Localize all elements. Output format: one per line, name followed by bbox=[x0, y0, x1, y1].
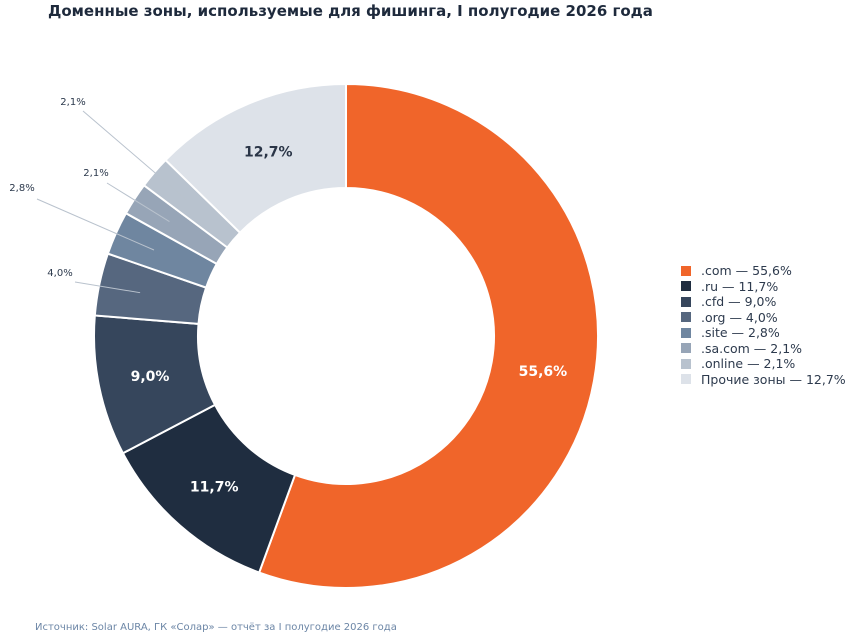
data-label: 2,8% bbox=[9, 183, 34, 194]
legend-label: .ru — 11,7% bbox=[701, 278, 779, 294]
legend-swatch bbox=[681, 265, 691, 276]
legend-swatch bbox=[681, 358, 691, 369]
leader-line bbox=[106, 182, 170, 223]
legend-item: .site — 2,8% bbox=[681, 325, 846, 341]
legend-item: .com — 55,6% bbox=[681, 263, 846, 279]
legend-label: .org — 4,0% bbox=[701, 309, 778, 325]
data-label: 11,7% bbox=[190, 479, 239, 495]
legend-swatch bbox=[681, 312, 691, 323]
data-label: 4,0% bbox=[47, 268, 72, 279]
legend-item: .org — 4,0% bbox=[681, 310, 846, 326]
legend-swatch bbox=[681, 343, 691, 354]
data-label: 2,1% bbox=[60, 97, 85, 108]
slice-прочие-зоны bbox=[164, 82, 347, 235]
data-label: 2,1% bbox=[83, 168, 108, 179]
legend-item: Прочие зоны — 12,7% bbox=[681, 372, 846, 388]
legend-label: .com — 55,6% bbox=[701, 263, 792, 279]
legend-item: .sa.com — 2,1% bbox=[681, 341, 846, 357]
legend-swatch bbox=[681, 281, 691, 292]
legend-item: .ru — 11,7% bbox=[681, 279, 846, 295]
legend-swatch bbox=[681, 374, 691, 385]
data-label: 12,7% bbox=[244, 145, 293, 161]
leader-line bbox=[74, 281, 141, 294]
leader-line bbox=[82, 110, 187, 200]
legend-label: .cfd — 9,0% bbox=[701, 294, 777, 310]
legend-swatch bbox=[681, 296, 691, 307]
legend-label: .site — 2,8% bbox=[701, 325, 780, 341]
legend-label: Прочие зоны — 12,7% bbox=[701, 371, 846, 387]
legend-item: .cfd — 9,0% bbox=[681, 294, 846, 310]
chart-title: Доменные зоны, используемые для фишинга,… bbox=[48, 2, 653, 20]
legend-label: .online — 2,1% bbox=[701, 356, 796, 372]
legend-swatch bbox=[681, 327, 691, 338]
legend-item: .online — 2,1% bbox=[681, 356, 846, 372]
chart-legend: .com — 55,6% .ru — 11,7% .cfd — 9,0% .org —… bbox=[681, 263, 846, 387]
leader-line bbox=[36, 198, 155, 251]
data-label: 9,0% bbox=[131, 369, 170, 385]
data-label: 55,6% bbox=[519, 364, 568, 380]
source-note: Источник: Solar AURA, ГК «Солар» — отчёт… bbox=[35, 622, 397, 633]
slice-com bbox=[257, 82, 599, 589]
legend-label: .sa.com — 2,1% bbox=[701, 340, 803, 356]
